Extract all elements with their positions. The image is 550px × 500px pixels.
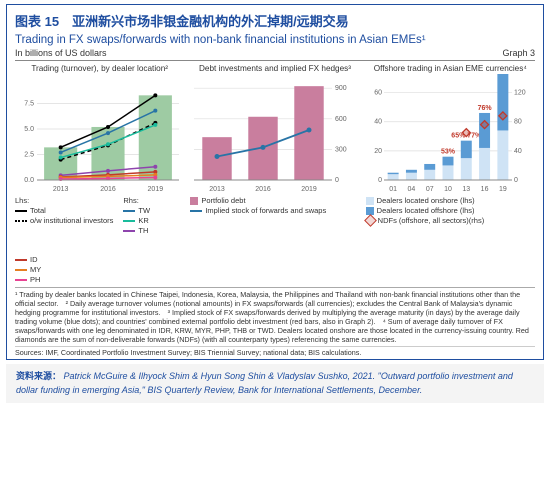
- citation-text: Patrick McGuire & Ilhyock Shim & Hyun So…: [16, 371, 513, 395]
- svg-text:65% 77%: 65% 77%: [451, 133, 482, 140]
- lg-ndf: NDFs (offshore, all sectors)(rhs): [378, 216, 485, 225]
- svg-text:2016: 2016: [100, 186, 116, 193]
- svg-text:300: 300: [335, 146, 347, 153]
- citation-block: 资料来源： Patrick McGuire & Ilhyock Shim & H…: [6, 364, 544, 403]
- lg-kr: KR: [138, 216, 148, 225]
- lg-implied: Implied stock of forwards and swaps: [205, 206, 326, 215]
- svg-text:13: 13: [462, 186, 470, 193]
- lg-portfolio: Portfolio debt: [201, 196, 245, 205]
- graph-number: Graph 3: [502, 48, 535, 58]
- panel2-legend: Portfolio debt Implied stock of forwards…: [190, 196, 359, 215]
- svg-text:0.0: 0.0: [24, 177, 34, 184]
- panel2-chart: 0 300 600 900 2013 2016 2019: [190, 74, 358, 194]
- charts-row: Trading (turnover), by dealer location² …: [15, 60, 535, 284]
- svg-text:2.5: 2.5: [24, 152, 34, 159]
- panel1-chart: 0.0 2.5 5.0 7.5 2013 2016 2019: [15, 74, 183, 194]
- english-title: Trading in FX swaps/forwards with non-ba…: [15, 34, 535, 46]
- svg-text:10: 10: [444, 186, 452, 193]
- panel1-legend: Lhs: Total o/w institutional investors R…: [15, 196, 184, 284]
- footnotes: ¹ Trading by dealer banks located in Chi…: [15, 287, 535, 344]
- svg-text:19: 19: [499, 186, 507, 193]
- svg-text:2016: 2016: [256, 186, 272, 193]
- panel2-title: Debt investments and implied FX hedges³: [190, 64, 359, 73]
- svg-text:76%: 76%: [477, 105, 492, 112]
- svg-text:0: 0: [514, 177, 518, 184]
- svg-text:0: 0: [378, 177, 382, 184]
- figure-frame: 图表 15 亚洲新兴市场非银金融机构的外汇掉期/远期交易 Trading in …: [6, 4, 544, 360]
- rhs-label: Rhs:: [123, 196, 150, 205]
- panel3-legend: Dealers located onshore (lhs) Dealers lo…: [366, 196, 535, 225]
- svg-text:20: 20: [374, 148, 382, 155]
- lg-offshore: Dealers located offshore (lhs): [377, 206, 475, 215]
- panel3-title: Offshore trading in Asian EME currencies…: [366, 64, 535, 73]
- svg-text:600: 600: [335, 116, 347, 123]
- svg-text:2013: 2013: [53, 186, 69, 193]
- lg-th: TH: [138, 226, 148, 235]
- panel-trading: Trading (turnover), by dealer location² …: [15, 63, 184, 284]
- lg-onshore: Dealers located onshore (lhs): [377, 196, 475, 205]
- lg-ph: PH: [30, 275, 40, 284]
- svg-text:0: 0: [335, 177, 339, 184]
- svg-text:7.5: 7.5: [24, 101, 34, 108]
- chinese-title: 图表 15 亚洲新兴市场非银金融机构的外汇掉期/远期交易: [15, 11, 535, 30]
- units-label: In billions of US dollars: [15, 48, 107, 58]
- svg-text:01: 01: [389, 186, 397, 193]
- lg-tw: TW: [138, 206, 150, 215]
- svg-text:2019: 2019: [148, 186, 164, 193]
- subtitle-row: In billions of US dollars Graph 3: [15, 48, 535, 58]
- svg-text:04: 04: [407, 186, 415, 193]
- svg-text:60: 60: [374, 90, 382, 97]
- panel3-chart: 0 20 40 60 0 40 80 120 01 04 07 10 53% 13 65% 77% 16 76%…: [366, 74, 534, 194]
- lg-inst: o/w institutional investors: [30, 216, 113, 225]
- citation-label: 资料来源：: [16, 371, 61, 381]
- sources: Sources: IMF, Coordinated Portfolio Inve…: [15, 346, 535, 357]
- svg-text:16: 16: [480, 186, 488, 193]
- lhs-label: Lhs:: [15, 196, 113, 205]
- svg-text:2019: 2019: [302, 186, 318, 193]
- lg-my: MY: [30, 265, 41, 274]
- svg-text:120: 120: [514, 90, 526, 97]
- svg-text:40: 40: [374, 119, 382, 126]
- lg-total: Total: [30, 206, 46, 215]
- svg-text:53%: 53%: [441, 149, 456, 156]
- svg-text:2013: 2013: [210, 186, 226, 193]
- svg-text:80: 80: [514, 119, 522, 126]
- svg-text:40: 40: [514, 148, 522, 155]
- svg-text:900: 900: [335, 85, 347, 92]
- panel-offshore: Offshore trading in Asian EME currencies…: [366, 63, 535, 284]
- lg-id: ID: [30, 255, 38, 264]
- panel-debt: Debt investments and implied FX hedges³ …: [190, 63, 359, 284]
- svg-text:5.0: 5.0: [24, 126, 34, 133]
- panel1-title: Trading (turnover), by dealer location²: [15, 64, 184, 73]
- svg-text:07: 07: [425, 186, 433, 193]
